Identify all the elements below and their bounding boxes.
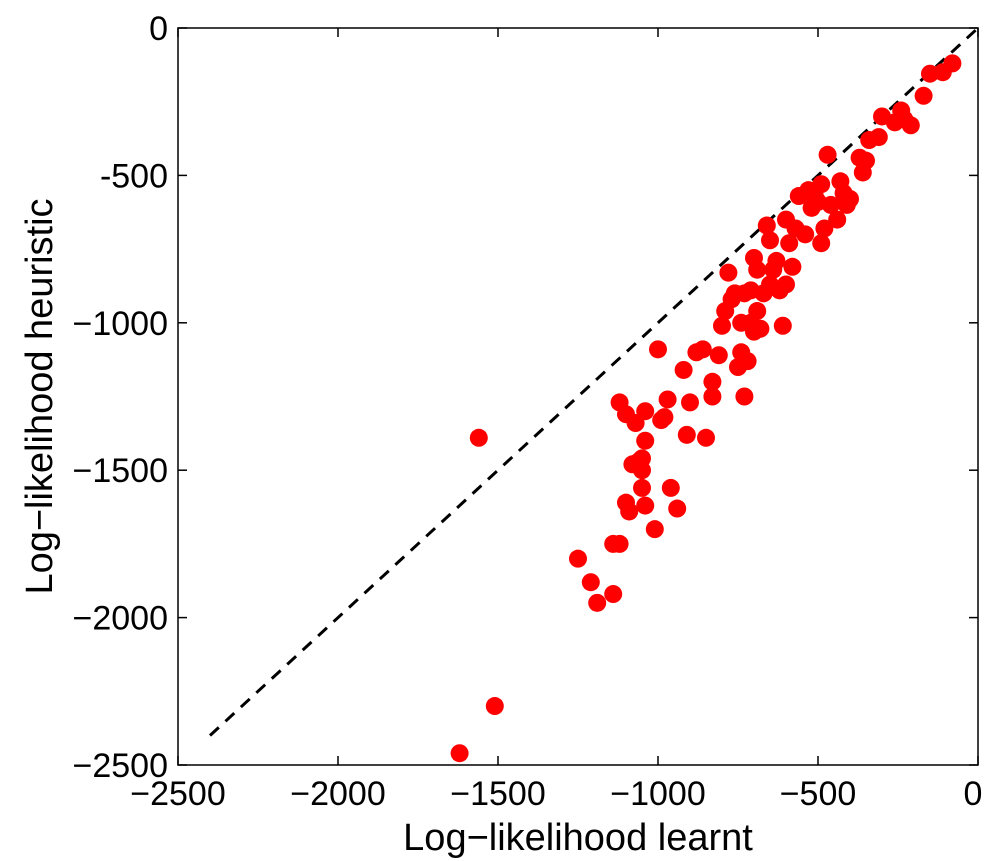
data-point-55 <box>729 358 747 377</box>
data-point-75 <box>649 340 667 359</box>
data-point-3 <box>914 86 933 105</box>
x-tick-label-4: −500 <box>780 775 857 813</box>
y-tick-label-2: −1000 <box>73 305 169 343</box>
data-point-33 <box>777 210 795 229</box>
data-point-58 <box>719 263 738 282</box>
data-point-59 <box>716 302 735 321</box>
data-point-10 <box>860 131 879 150</box>
data-point-68 <box>677 425 696 444</box>
y-tick-label-3: −1500 <box>73 452 169 490</box>
y-tick-label-0: 0 <box>149 10 168 48</box>
reference-diagonal-line <box>208 26 980 737</box>
y-tick-label-1: -500 <box>100 157 168 195</box>
data-point-41 <box>757 216 776 235</box>
data-point-20 <box>818 145 837 164</box>
data-point-82 <box>633 478 651 497</box>
data-point-94 <box>581 573 600 592</box>
axis-ticks <box>177 27 979 766</box>
data-point-18 <box>828 210 847 229</box>
data-point-54 <box>732 313 751 332</box>
data-point-85 <box>623 455 642 474</box>
data-point-62 <box>703 372 722 391</box>
data-point-72 <box>658 390 677 409</box>
data-point-97 <box>469 428 488 447</box>
data-point-69 <box>674 360 693 379</box>
x-tick-labels: −2500 −2000 −1500 −1000 −500 0 <box>130 775 982 813</box>
y-axis-label: Log−likelihood heuristic <box>19 198 61 594</box>
data-point-17 <box>831 172 850 191</box>
x-tick-label-0: −2500 <box>130 775 226 813</box>
data-point-26 <box>802 198 821 217</box>
data-point-12 <box>853 163 872 182</box>
data-point-71 <box>661 478 680 497</box>
data-point-21 <box>815 219 834 238</box>
data-point-53 <box>732 343 751 362</box>
data-point-74 <box>652 411 671 430</box>
data-point-77 <box>636 496 655 515</box>
x-tick-label-2: −1500 <box>450 775 546 813</box>
y-tick-label-4: −2000 <box>73 600 169 638</box>
data-point-64 <box>697 428 715 447</box>
x-tick-label-5: 0 <box>964 775 983 813</box>
data-point-47 <box>745 248 763 267</box>
data-points <box>450 54 962 763</box>
data-point-63 <box>703 387 722 406</box>
y-tick-labels: 0 -500 −1000 −1500 −2000 −2500 <box>73 10 169 785</box>
data-point-32 <box>780 234 799 253</box>
data-point-95 <box>569 549 587 568</box>
data-point-13 <box>850 148 869 167</box>
data-point-91 <box>604 534 623 553</box>
data-point-52 <box>735 387 754 406</box>
x-tick-label-1: −2000 <box>290 775 386 813</box>
data-point-89 <box>610 393 629 412</box>
data-point-8 <box>873 107 891 126</box>
data-point-38 <box>764 260 783 279</box>
data-point-23 <box>812 234 831 253</box>
data-point-31 <box>783 257 802 276</box>
data-point-66 <box>687 343 706 362</box>
data-point-29 <box>789 187 808 206</box>
data-point-96 <box>485 697 504 716</box>
data-point-2 <box>921 64 939 83</box>
data-point-98 <box>450 744 469 763</box>
data-point-87 <box>617 493 635 512</box>
data-point-61 <box>709 346 728 365</box>
data-point-79 <box>636 431 655 450</box>
data-point-93 <box>588 593 607 612</box>
data-point-35 <box>773 316 792 335</box>
data-point-70 <box>668 499 687 518</box>
data-point-76 <box>645 520 664 539</box>
x-tick-label-3: −1000 <box>610 775 706 813</box>
data-point-60 <box>713 316 731 335</box>
data-point-67 <box>681 393 699 412</box>
x-axis-label: Log−likelihood learnt <box>403 817 753 859</box>
y-tick-label-5: −2500 <box>73 747 169 785</box>
data-point-92 <box>604 585 623 604</box>
data-point-39 <box>761 231 779 250</box>
